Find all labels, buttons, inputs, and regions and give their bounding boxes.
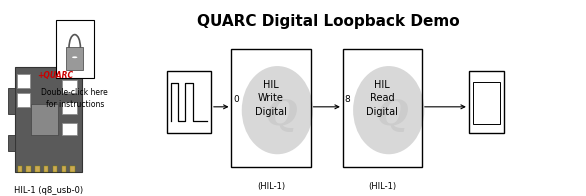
Bar	[53, 166, 57, 172]
Bar	[17, 93, 30, 107]
Bar	[32, 104, 59, 135]
Bar	[469, 71, 504, 133]
Bar	[62, 80, 77, 93]
Text: Q: Q	[265, 98, 297, 132]
Bar	[8, 88, 15, 114]
Text: +QUARC: +QUARC	[37, 71, 73, 80]
Bar	[167, 71, 211, 133]
Bar	[231, 49, 311, 167]
Ellipse shape	[242, 66, 313, 154]
Text: HIL
Read
Digital: HIL Read Digital	[366, 80, 398, 117]
Text: HIL-1 (q8_usb-0): HIL-1 (q8_usb-0)	[14, 186, 83, 195]
Bar	[15, 67, 82, 172]
Bar	[8, 135, 15, 151]
Text: HIL
Write
Digital: HIL Write Digital	[255, 80, 287, 117]
Bar	[18, 166, 22, 172]
Bar	[35, 166, 40, 172]
Text: Double-click here
for instructions: Double-click here for instructions	[42, 88, 108, 109]
Bar	[44, 166, 49, 172]
Circle shape	[72, 56, 77, 58]
Bar	[17, 74, 30, 88]
Bar	[70, 166, 75, 172]
Bar	[66, 47, 83, 70]
Text: 8: 8	[345, 95, 350, 104]
Bar	[26, 166, 31, 172]
Bar	[343, 49, 422, 167]
Bar	[62, 102, 77, 114]
Bar	[62, 166, 66, 172]
Ellipse shape	[353, 66, 424, 154]
Bar	[473, 82, 500, 124]
Text: (HIL-1): (HIL-1)	[369, 182, 396, 191]
Bar	[62, 123, 77, 135]
Text: QUARC Digital Loopback Demo: QUARC Digital Loopback Demo	[197, 14, 459, 29]
Bar	[56, 20, 94, 78]
Text: Q: Q	[376, 98, 408, 132]
Text: (HIL-1): (HIL-1)	[257, 182, 285, 191]
Text: 0: 0	[233, 95, 239, 104]
